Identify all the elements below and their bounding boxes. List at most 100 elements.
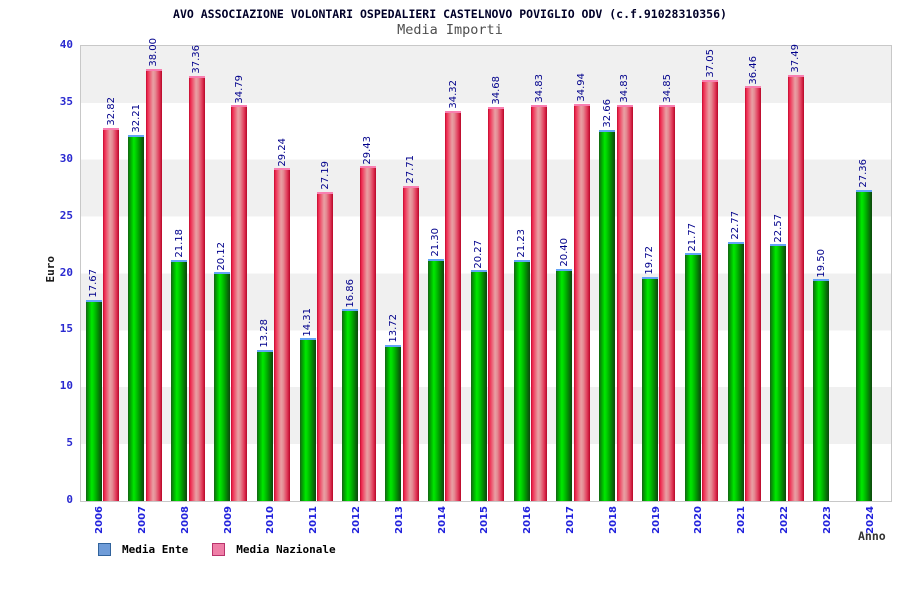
- value-label-media-nazionale-2021: 36.46: [747, 55, 759, 85]
- bar-media-ente-2013: [385, 344, 402, 501]
- value-label-media-ente-2021: 22.77: [730, 211, 741, 240]
- bar-media-nazionale-2019: [659, 104, 676, 501]
- bar-media-ente-2016: [513, 259, 530, 501]
- bar-media-ente-2012: [342, 309, 359, 501]
- y-tick-15: 15: [59, 322, 73, 336]
- y-tick-20: 20: [59, 265, 73, 279]
- x-tick-2008: 2008: [179, 506, 191, 534]
- bar-media-ente-2018: [599, 129, 616, 501]
- bar-media-nazionale-2010: [274, 168, 291, 501]
- bar-media-ente-2019: [641, 276, 658, 501]
- value-label-media-nazionale-2018: 34.83: [619, 74, 631, 103]
- bar-media-nazionale-2020: [702, 79, 719, 501]
- bar-media-ente-2021: [727, 242, 744, 501]
- bar-media-nazionale-2021: [745, 86, 761, 501]
- x-tick-2019: 2019: [650, 506, 662, 534]
- y-tick-40: 40: [59, 38, 73, 51]
- bar-media-nazionale-2013: [402, 185, 419, 501]
- value-label-media-ente-2017: 20.40: [558, 238, 570, 267]
- y-tick-30: 30: [59, 151, 73, 165]
- bar-media-nazionale-2015: [488, 106, 505, 501]
- x-tick-2021: 2021: [736, 506, 748, 534]
- value-label-media-nazionale-2015: 34.68: [490, 75, 502, 105]
- value-label-media-ente-2024: 27.36: [858, 159, 870, 188]
- chart-subtitle: Media Importi: [397, 22, 503, 38]
- x-tick-2009: 2009: [222, 506, 234, 534]
- y-tick-10: 10: [59, 379, 73, 393]
- value-label-media-ente-2011: 14.31: [302, 307, 313, 337]
- value-label-media-ente-2012: 16.86: [344, 278, 356, 308]
- x-tick-2017: 2017: [565, 506, 577, 534]
- x-axis-title: Anno: [858, 529, 886, 543]
- y-tick-25: 25: [59, 208, 73, 222]
- legend-label-media-nazionale: Media Nazionale: [236, 543, 336, 556]
- x-tick-2014: 2014: [436, 506, 448, 534]
- bar-media-ente-2023: [813, 279, 830, 501]
- x-tick-2011: 2011: [308, 506, 320, 534]
- value-label-media-ente-2015: 20.27: [473, 239, 485, 269]
- bar-media-ente-2010: [256, 349, 273, 501]
- bar-media-ente-2020: [684, 253, 701, 501]
- bar-media-ente-2017: [556, 268, 573, 501]
- value-label-media-ente-2007: 32.21: [130, 103, 142, 133]
- bar-media-nazionale-2012: [359, 166, 376, 501]
- bar-media-nazionale-2016: [531, 104, 547, 501]
- value-label-media-ente-2006: 17.67: [88, 269, 99, 299]
- x-tick-2007: 2007: [137, 506, 149, 534]
- value-label-media-nazionale-2010: 29.24: [276, 137, 288, 167]
- y-tick-35: 35: [59, 94, 73, 108]
- bar-media-nazionale-2014: [445, 110, 462, 501]
- legend-swatch-media-ente-icon: [98, 543, 111, 556]
- bar-media-ente-2009: [213, 272, 230, 501]
- x-tick-2012: 2012: [351, 506, 363, 534]
- x-tick-2023: 2023: [821, 506, 833, 534]
- bar-media-nazionale-2022: [787, 74, 804, 501]
- bar-media-ente-2015: [470, 270, 487, 501]
- legend-label-media-ente: Media Ente: [122, 543, 189, 556]
- value-label-media-ente-2018: 32.66: [601, 98, 613, 128]
- value-label-media-nazionale-2007: 38.00: [148, 38, 160, 67]
- x-tick-2022: 2022: [779, 506, 791, 534]
- legend: Media Ente Media Nazionale: [98, 543, 336, 556]
- value-label-media-nazionale-2008: 37.36: [191, 45, 203, 75]
- value-label-media-nazionale-2014: 34.32: [447, 79, 459, 109]
- value-label-media-ente-2008: 21.18: [173, 229, 185, 259]
- bar-media-nazionale-2009: [231, 105, 248, 501]
- value-label-media-ente-2022: 22.57: [772, 213, 784, 243]
- value-label-media-nazionale-2006: 32.82: [105, 97, 117, 126]
- x-tick-2006: 2006: [94, 506, 106, 534]
- legend-swatch-media-nazionale-icon: [212, 543, 226, 556]
- y-tick-5: 5: [66, 436, 73, 450]
- x-tick-2015: 2015: [479, 506, 491, 534]
- plot-area: 17.67 32.82 32.21 38.00 21.18 37.36 20.12 34.79…: [80, 38, 892, 502]
- value-label-media-ente-2013: 13.72: [387, 314, 399, 343]
- bar-media-ente-2006: [85, 300, 102, 501]
- value-label-media-ente-2016: 21.23: [516, 228, 527, 258]
- value-label-media-nazionale-2020: 37.05: [704, 48, 716, 78]
- x-tick-2016: 2016: [522, 506, 534, 534]
- bar-media-nazionale-2011: [317, 191, 333, 501]
- value-label-media-nazionale-2011: 27.19: [319, 161, 331, 190]
- bar-media-nazionale-2007: [145, 68, 162, 501]
- bar-media-ente-2024: [855, 189, 872, 501]
- bar-media-nazionale-2017: [573, 103, 590, 501]
- value-label-media-nazionale-2013: 27.71: [405, 155, 417, 184]
- value-label-media-ente-2009: 20.12: [216, 241, 228, 271]
- bar-media-nazionale-2018: [616, 104, 633, 501]
- value-label-media-nazionale-2009: 34.79: [233, 74, 245, 104]
- value-label-media-ente-2019: 19.72: [644, 246, 656, 275]
- value-label-media-ente-2020: 21.77: [687, 222, 699, 252]
- bar-media-ente-2022: [770, 244, 787, 501]
- value-label-media-ente-2023: 19.50: [815, 248, 827, 278]
- bar-media-nazionale-2008: [188, 76, 205, 501]
- x-tick-2013: 2013: [393, 506, 405, 534]
- x-tick-2018: 2018: [607, 506, 619, 534]
- x-tick-2020: 2020: [693, 506, 705, 534]
- value-label-media-ente-2010: 13.28: [259, 319, 271, 348]
- bar-media-ente-2014: [427, 258, 444, 501]
- chart-title: AVO ASSOCIAZIONE VOLONTARI OSPEDALIERI C…: [173, 7, 727, 21]
- value-label-media-ente-2014: 21.30: [430, 228, 442, 257]
- x-tick-2010: 2010: [265, 506, 277, 534]
- bar-media-nazionale-2006: [103, 127, 119, 501]
